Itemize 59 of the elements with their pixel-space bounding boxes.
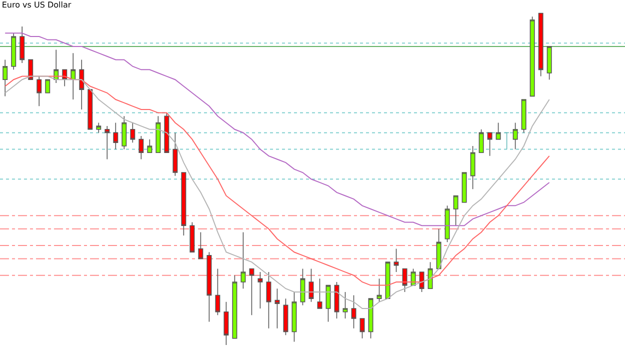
candlestick (308, 268, 314, 302)
candlestick (138, 136, 144, 160)
candlestick (266, 272, 272, 329)
candlestick (274, 288, 280, 329)
candlestick (198, 232, 204, 260)
candlestick (232, 274, 238, 339)
candlestick (224, 301, 229, 346)
candlestick (88, 89, 93, 130)
candlestick (530, 16, 535, 97)
candlestick (190, 222, 195, 253)
candlestick (181, 172, 186, 236)
candlestick (402, 268, 408, 292)
candlestick (444, 205, 450, 243)
candlestick (428, 262, 433, 290)
candlestick (147, 138, 152, 153)
candlestick (512, 122, 518, 150)
candlestick (317, 278, 322, 309)
candlestick (360, 318, 365, 339)
candlestick (351, 294, 356, 329)
candlestick (249, 268, 254, 316)
candlestick (496, 122, 501, 140)
candlestick (462, 172, 467, 203)
candlestick (240, 232, 246, 290)
candlestick (130, 122, 136, 144)
candlestick (453, 195, 458, 226)
candlestick (376, 278, 382, 302)
candlestick (28, 59, 34, 80)
candlestick (300, 268, 306, 306)
candlestick (20, 26, 25, 64)
candlestick (70, 52, 76, 100)
candlestick (36, 76, 42, 107)
candlestick (45, 79, 50, 94)
candlestick (258, 272, 263, 309)
candlestick (172, 132, 178, 176)
candlestick (79, 59, 84, 110)
candlestick (156, 116, 161, 153)
candlestick (342, 292, 348, 319)
candlestick (164, 112, 170, 153)
candlestick (113, 122, 118, 150)
candlestick (283, 298, 288, 336)
candlestick (122, 116, 127, 150)
candlestick (11, 32, 16, 70)
candlestick (436, 228, 442, 270)
candlestick (104, 126, 110, 160)
candlestick (419, 272, 424, 292)
candlestick (96, 122, 102, 134)
candlestick (478, 128, 484, 153)
chart-title: Euro vs US Dollar (2, 0, 72, 10)
candlestick (538, 12, 544, 77)
candlestick (487, 132, 492, 156)
candlestick (504, 132, 510, 150)
candlestick (215, 268, 220, 316)
candlestick (206, 252, 212, 322)
candlestick (292, 292, 297, 342)
candlestick (2, 59, 8, 97)
candlestick (470, 146, 476, 190)
candlestick (394, 248, 399, 272)
candlestick (546, 46, 552, 80)
candlestick (521, 99, 526, 134)
